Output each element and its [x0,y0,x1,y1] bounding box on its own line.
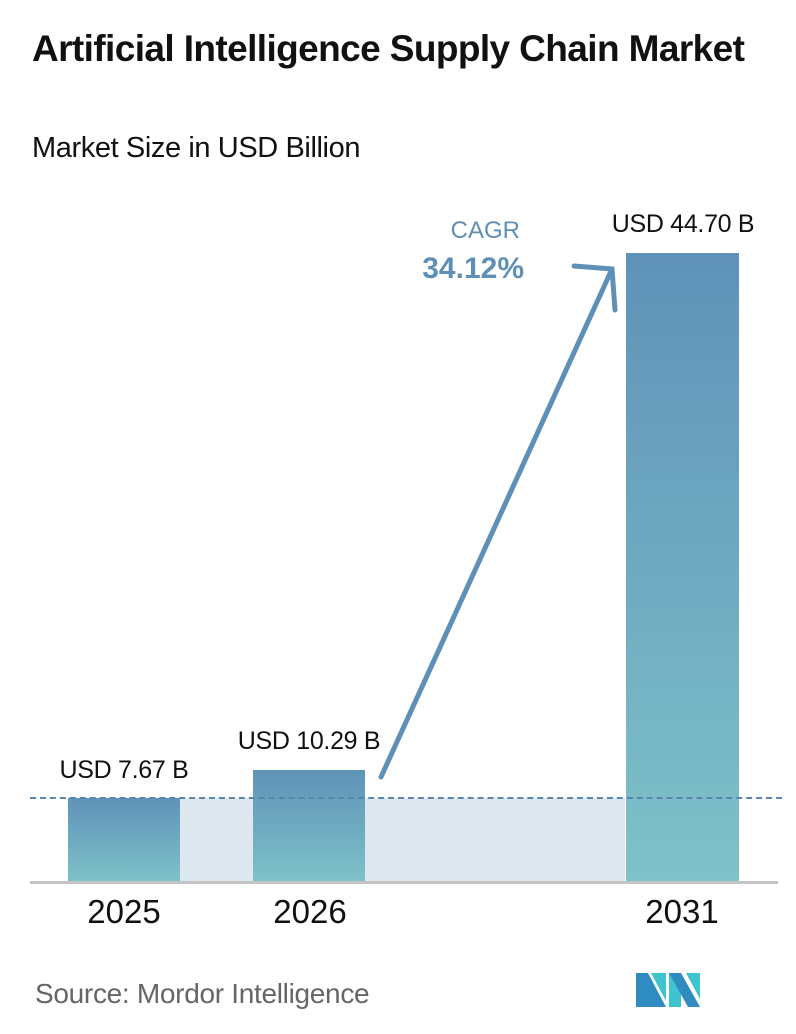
value-label-2025: USD 7.67 B [59,756,189,784]
value-label-2026: USD 10.29 B [237,727,381,755]
chart-subtitle: Market Size in USD Billion [32,132,361,164]
x-label-2031: 2031 [645,893,719,930]
x-axis-line [30,881,778,884]
x-label-2026: 2026 [273,893,347,930]
source-text: Source: Mordor Intelligence [35,978,370,1009]
value-label-2031: USD 44.70 B [611,210,755,238]
cagr-value: 34.12% [422,252,524,285]
bar-2031 [626,253,739,882]
cagr-label: CAGR [450,217,520,244]
bar-2026 [253,770,365,882]
chart-title: Artificial Intelligence Supply Chain Mar… [32,28,745,69]
bar-2025 [68,798,180,882]
reference-dashed-line [30,797,782,799]
x-label-2025: 2025 [87,893,161,930]
mordor-intelligence-logo-icon [636,973,700,1007]
